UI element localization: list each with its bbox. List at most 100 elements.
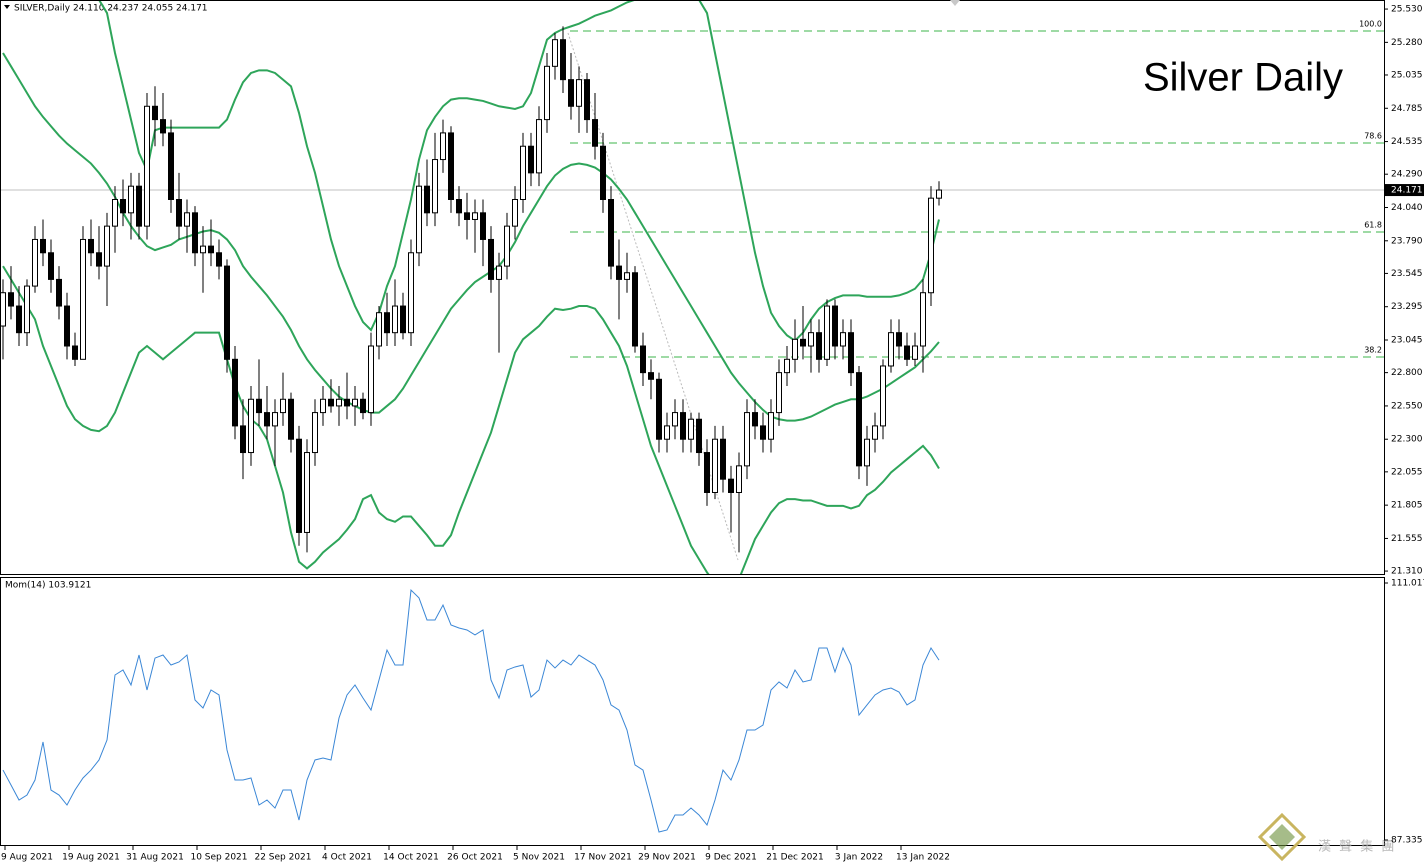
y-tick-label: 25.530 [1391,5,1423,15]
main-frame [0,0,1385,575]
y-tick-label: 21.805 [1391,501,1423,511]
candle-body [752,412,758,427]
candle-body [360,398,366,414]
candle-body [736,465,742,493]
x-tick-label: 4 Oct 2021 [322,853,372,863]
candle-body [456,199,462,214]
candle-body [400,305,406,334]
candle-body [672,412,678,427]
x-tick-label: 10 Sep 2021 [190,853,247,863]
candle-body [232,358,238,427]
candle-body [712,438,718,493]
candle-body [296,438,302,533]
candle-body [616,265,622,280]
candle-body [208,245,214,254]
y-tick-label: 23.790 [1391,236,1423,246]
candle-body [416,185,422,254]
candle-body [832,305,838,347]
candle-body [768,412,774,440]
menu-arrow[interactable] [4,5,10,9]
fib-label: 100.0 [1359,20,1382,29]
candle-body [384,312,390,334]
candle-body [272,412,278,427]
x-tick-label: 5 Nov 2021 [513,853,565,863]
x-tick-label: 9 Aug 2021 [1,853,53,863]
candle-body [104,225,110,267]
candle-body [480,212,486,240]
y-tick-label: 22.800 [1391,368,1423,378]
candle-body [88,238,94,254]
bollinger-band [2,265,940,574]
chart-header: SILVER,Daily 24.110 24.237 24.055 24.171 [14,4,208,14]
y-tick-label: 25.280 [1391,38,1423,48]
candle-body [256,398,262,414]
x-tick-label: 9 Dec 2021 [705,853,757,863]
candle-body [808,332,814,347]
candle-body [664,425,670,440]
candle-body [528,145,534,174]
candle-body [320,398,326,414]
y-tick-label: 21.310 [1391,567,1423,577]
candle-body [264,412,270,427]
candle-body [224,265,230,360]
candle-body [744,412,750,467]
candle-body [784,358,790,374]
candle-body [912,345,918,360]
candle-body [48,252,54,280]
candle-body [472,212,478,220]
candle-body [632,272,638,347]
candle-body [704,452,710,493]
candle-body [640,345,646,374]
candle-body [8,292,14,307]
candle-body [576,79,582,107]
candle-body [648,372,654,380]
candle-body [560,39,566,81]
candle-body [120,199,126,214]
candle-body [936,189,942,199]
candle-body [96,252,102,267]
chart-title: Silver Daily [1143,56,1343,100]
y-tick-label: 22.300 [1391,435,1423,445]
candle-body [920,292,926,347]
candle-body [184,212,190,227]
candle-body [536,119,542,174]
candle-body [160,119,166,134]
fib-label: 38.2 [1364,346,1382,355]
candle-body [592,119,598,147]
indicator-frame [0,577,1385,846]
price-box [1385,184,1424,197]
candle-body [368,345,374,414]
y-tick-label: 23.545 [1391,269,1423,279]
candle-body [544,65,550,121]
y-tick-label: 24.040 [1391,203,1423,213]
candle-body [728,478,734,493]
x-tick-label: 19 Aug 2021 [62,853,120,863]
candle-body [336,398,342,407]
candle-body [240,425,246,454]
y-tick-label: 25.035 [1391,70,1423,80]
x-tick-label: 31 Aug 2021 [126,853,184,863]
candle-body [128,185,134,214]
y-tick-label: 22.055 [1391,467,1423,477]
shift-marker [950,0,960,6]
x-tick-label: 17 Nov 2021 [574,853,632,863]
candle-body [432,159,438,214]
candle-body [584,79,590,121]
candle-body [112,199,118,227]
y-tick-label: 23.045 [1391,336,1423,346]
candle-body [680,412,686,440]
y-tick-label: 24.290 [1391,170,1423,180]
bollinger-band [2,52,940,422]
y-tick-label: 111.0179 [1391,579,1424,589]
candle-body [144,105,150,227]
candle-body [488,238,494,280]
y-tick-label: 22.550 [1391,401,1423,411]
candle-body [624,272,630,280]
candle-body [840,332,846,347]
candle-body [656,378,662,440]
candle-body [408,252,414,334]
candle-body [40,238,46,254]
y-tick-label: 21.555 [1391,534,1423,544]
x-tick-label: 14 Oct 2021 [383,853,439,863]
candle-body [512,199,518,227]
